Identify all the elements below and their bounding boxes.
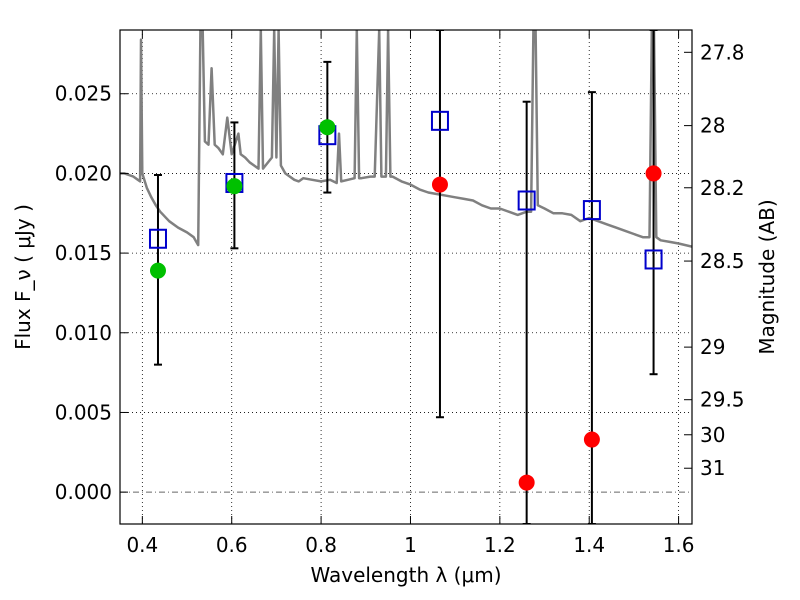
y-tick-label: 0.005 <box>55 400 112 424</box>
magnitude-tick-label: 31 <box>700 456 725 480</box>
magnitude-tick-label: 28 <box>700 114 725 138</box>
observed-point <box>583 431 600 448</box>
x-tick-label: 1 <box>404 533 417 557</box>
model-photometry-point <box>430 110 449 131</box>
observed-point <box>518 474 535 491</box>
x-tick-label: 1.4 <box>573 533 605 557</box>
plot-content <box>120 30 692 524</box>
y-axis: 0.000 0.005 0.010 0.015 0.020 0.025 <box>55 82 128 504</box>
magnitude-axis-label: Magnitude (AB) <box>755 199 779 354</box>
magnitude-tick-label: 28.2 <box>700 176 745 200</box>
magnitude-tick-label: 27.8 <box>700 40 745 64</box>
observed-point <box>645 165 662 182</box>
model-photometry-point <box>582 200 601 221</box>
plot-frame <box>119 29 693 525</box>
x-axis: 0.4 0.6 0.8 1 1.2 1.4 1.6 <box>126 30 695 557</box>
x-tick-label: 1.6 <box>663 533 695 557</box>
x-tick-label: 1.2 <box>484 533 516 557</box>
magnitude-tick-label: 29.5 <box>700 388 745 412</box>
plot-area <box>120 30 692 524</box>
x-tick-label: 0.4 <box>126 533 158 557</box>
observed-point <box>319 119 336 136</box>
y-tick-label: 0.025 <box>55 82 112 106</box>
observed-point <box>431 176 448 193</box>
observed-point <box>149 262 166 279</box>
magnitude-tick-label: 28.5 <box>700 249 745 273</box>
y-tick-label: 0.015 <box>55 241 112 265</box>
magnitude-tick-label: 29 <box>700 335 725 359</box>
magnitude-axis: 27.8 28 28.2 28.5 29 29.5 30 31 <box>684 40 745 480</box>
y-tick-label: 0.000 <box>55 480 112 504</box>
y-axis-label: Flux F_ν ( μJy ) <box>11 204 35 350</box>
x-tick-label: 0.8 <box>305 533 337 557</box>
grid <box>120 30 692 524</box>
x-tick-label: 0.6 <box>216 533 248 557</box>
observed-point <box>226 178 243 195</box>
model-photometry-point <box>644 249 663 270</box>
y-tick-label: 0.020 <box>55 161 112 185</box>
model-photometry-point <box>517 190 536 211</box>
y-tick-label: 0.010 <box>55 321 112 345</box>
magnitude-tick-label: 30 <box>700 423 725 447</box>
x-axis-label: Wavelength λ (μm) <box>310 563 501 587</box>
model-photometry-point <box>148 228 167 249</box>
model-spectrum-line <box>120 30 692 248</box>
